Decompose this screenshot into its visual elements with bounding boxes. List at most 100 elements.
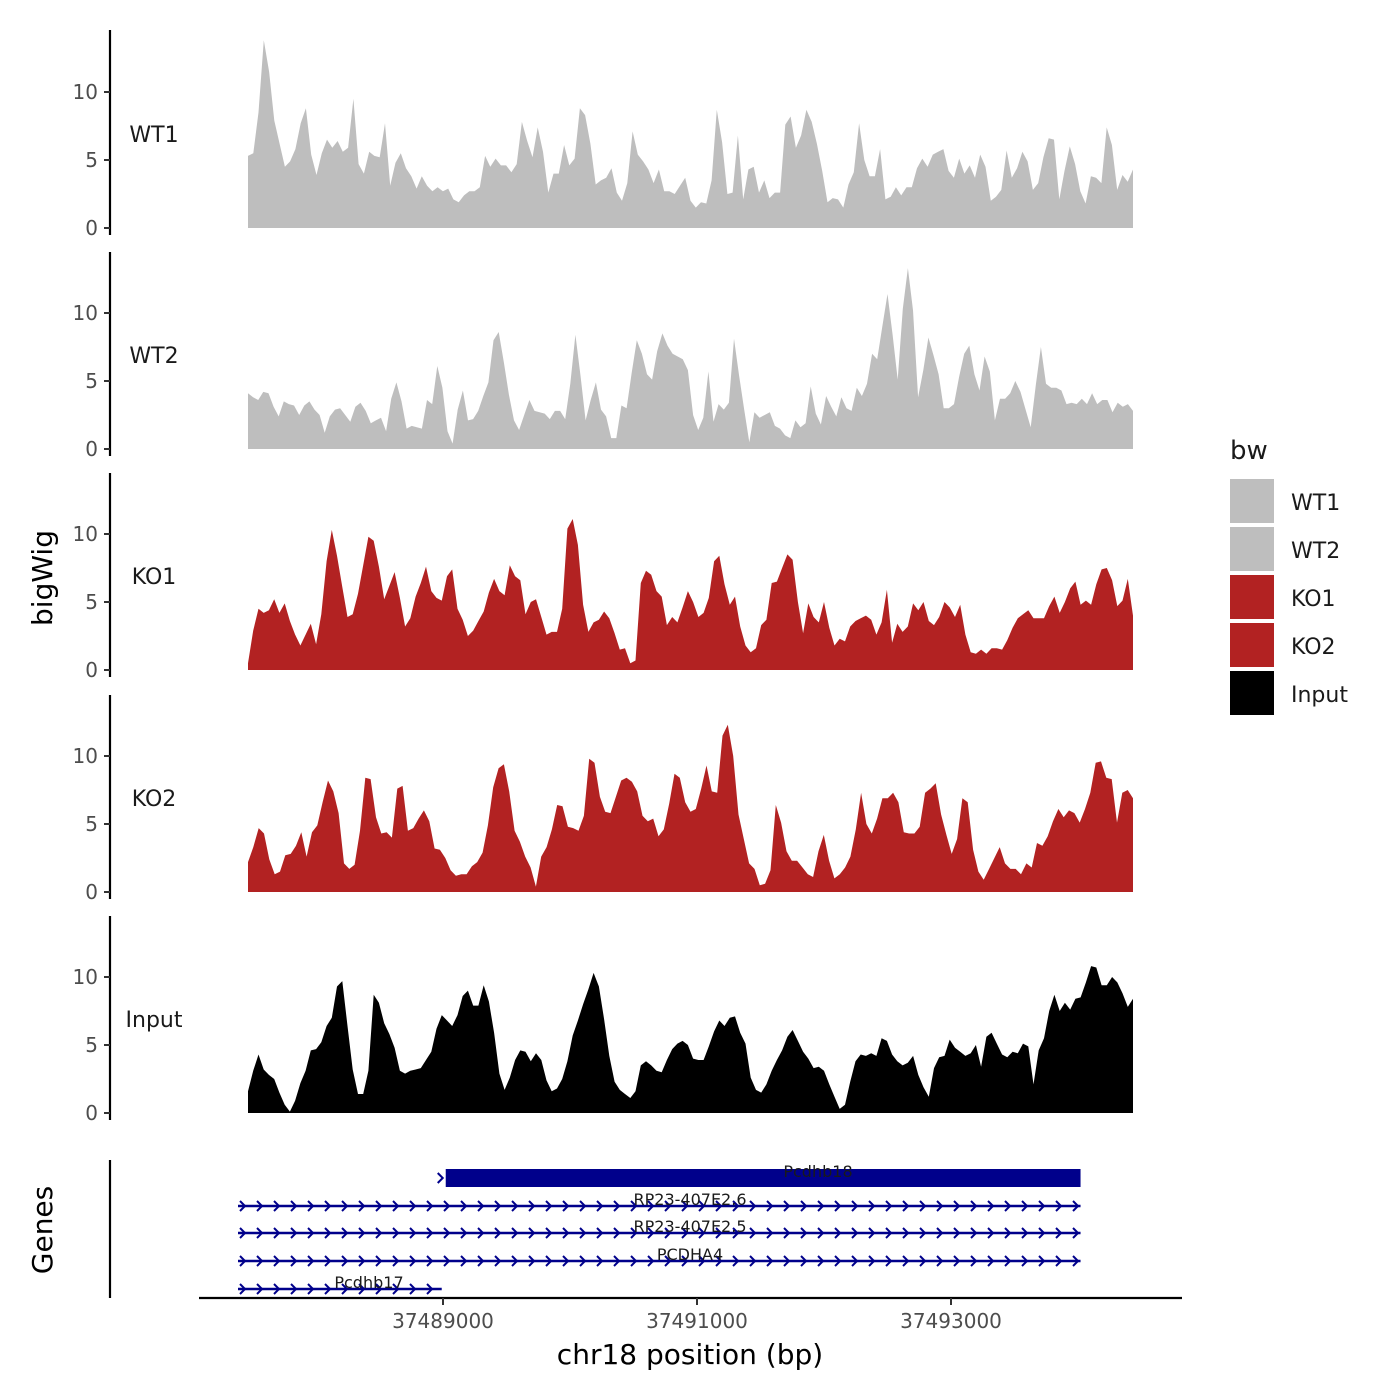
strand-arrow <box>664 1200 672 1212</box>
strand-arrow <box>477 1227 485 1239</box>
strand-arrow <box>290 1227 298 1239</box>
x-axis: 37489000 37491000 37493000 <box>199 1296 1182 1333</box>
strand-arrow <box>1021 1200 1029 1212</box>
track-input: 0 5 10 Input <box>73 916 1133 1125</box>
strand-arrow <box>392 1255 400 1267</box>
strand-arrow <box>579 1255 587 1267</box>
track-ko1: 0 5 10 KO1 <box>73 473 1133 682</box>
strand-arrow <box>817 1200 825 1212</box>
strand-arrow <box>834 1227 842 1239</box>
strand-arrow <box>919 1200 927 1212</box>
strand-arrow <box>460 1200 468 1212</box>
strand-arrow <box>596 1255 604 1267</box>
strand-arrow <box>698 1227 706 1239</box>
track-area-ko2 <box>248 724 1133 892</box>
track-label-ko2: KO2 <box>132 787 177 812</box>
strand-arrow <box>1004 1227 1012 1239</box>
strand-arrow <box>936 1255 944 1267</box>
y-tick-label: 10 <box>73 301 98 325</box>
strand-arrow <box>936 1227 944 1239</box>
strand-arrow <box>562 1255 570 1267</box>
y-tick-label: 10 <box>73 522 98 546</box>
strand-arrow <box>902 1255 910 1267</box>
strand-arrow <box>562 1227 570 1239</box>
strand-arrow <box>647 1227 655 1239</box>
strand-arrow <box>256 1283 264 1295</box>
strand-arrow <box>698 1255 706 1267</box>
y-tick-label: 5 <box>85 369 98 393</box>
strand-arrow <box>460 1255 468 1267</box>
strand-arrow <box>562 1200 570 1212</box>
strand-arrow <box>392 1227 400 1239</box>
gene-label: PCDHA4 <box>657 1245 723 1264</box>
strand-arrow <box>1055 1255 1063 1267</box>
strand-arrow <box>817 1255 825 1267</box>
legend-item-wt1: WT1 <box>1230 479 1340 523</box>
strand-arrow <box>545 1200 553 1212</box>
strand-arrow <box>987 1200 995 1212</box>
strand-arrow <box>783 1227 791 1239</box>
strand-arrow <box>443 1227 451 1239</box>
strand-arrow <box>341 1200 349 1212</box>
strand-arrow <box>324 1283 332 1295</box>
strand-arrow <box>528 1200 536 1212</box>
strand-arrow <box>273 1200 281 1212</box>
strand-arrow <box>341 1227 349 1239</box>
strand-arrow <box>409 1255 417 1267</box>
strand-arrow <box>749 1200 757 1212</box>
strand-arrow <box>885 1227 893 1239</box>
strand-arrow <box>545 1227 553 1239</box>
strand-arrow <box>545 1255 553 1267</box>
y-axis-title: bigWig <box>26 530 59 626</box>
strand-arrow <box>766 1227 774 1239</box>
strand-arrow <box>953 1227 961 1239</box>
strand-arrow <box>494 1227 502 1239</box>
strand-arrow <box>1072 1200 1080 1212</box>
strand-arrow <box>715 1255 723 1267</box>
strand-arrow <box>902 1227 910 1239</box>
track-label-input: Input <box>126 1008 183 1033</box>
strand-arrow <box>341 1255 349 1267</box>
strand-arrow <box>477 1255 485 1267</box>
strand-arrow <box>613 1200 621 1212</box>
legend-label: WT2 <box>1291 539 1340 564</box>
track-area-ko1 <box>248 519 1133 670</box>
y-tick-label: 5 <box>85 148 98 172</box>
strand-arrow <box>613 1255 621 1267</box>
strand-arrow <box>307 1283 315 1295</box>
strand-arrow <box>987 1227 995 1239</box>
strand-arrow <box>596 1227 604 1239</box>
strand-arrow <box>239 1200 247 1212</box>
strand-arrow <box>511 1200 519 1212</box>
strand-arrow <box>919 1255 927 1267</box>
track-wt2: 0 5 10 WT2 <box>73 252 1133 461</box>
strand-arrow <box>443 1200 451 1212</box>
x-tick-label: 37491000 <box>646 1309 748 1333</box>
y-tick-label: 0 <box>85 216 98 240</box>
legend-item-ko2: KO2 <box>1230 623 1336 667</box>
y-tick-label: 10 <box>73 744 98 768</box>
legend-item-input: Input <box>1230 671 1348 715</box>
strand-arrow <box>953 1200 961 1212</box>
strand-arrow <box>375 1227 383 1239</box>
legend-label: WT1 <box>1291 491 1340 516</box>
strand-arrow <box>749 1227 757 1239</box>
strand-arrow <box>290 1200 298 1212</box>
strand-arrow <box>579 1227 587 1239</box>
x-tick-label: 37493000 <box>900 1309 1002 1333</box>
strand-arrow <box>460 1227 468 1239</box>
strand-arrow <box>630 1227 638 1239</box>
strand-arrow <box>358 1255 366 1267</box>
track-label-ko1: KO1 <box>132 565 177 590</box>
legend-item-ko1: KO1 <box>1230 575 1336 619</box>
strand-arrow <box>630 1200 638 1212</box>
strand-arrow <box>239 1255 247 1267</box>
strand-arrow <box>307 1200 315 1212</box>
strand-arrow <box>647 1255 655 1267</box>
genes-axis-title: Genes <box>26 1186 59 1274</box>
gene-pcdhb17: Pcdhb17 <box>238 1273 442 1295</box>
track-ko2: 0 5 10 KO2 <box>73 695 1133 904</box>
strand-arrow <box>358 1227 366 1239</box>
strand-arrow <box>511 1227 519 1239</box>
strand-arrow <box>324 1227 332 1239</box>
